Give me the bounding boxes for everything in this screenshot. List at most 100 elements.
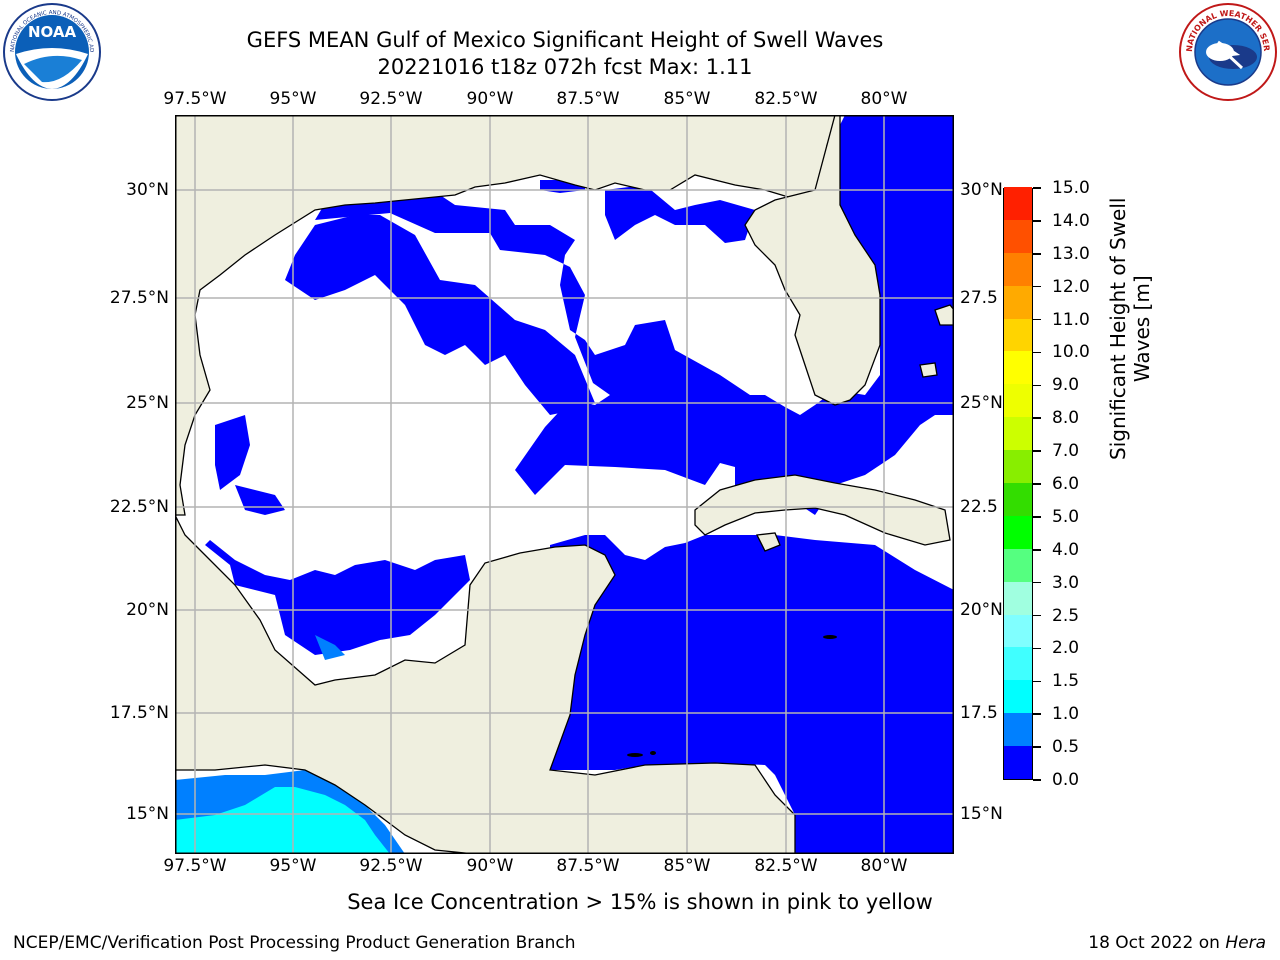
colorbar-tick [1033, 187, 1041, 189]
lon-label-top: 90°W [466, 89, 514, 109]
lat-label-left: 22.5°N [109, 497, 169, 517]
lon-label-bottom: 87.5°W [556, 856, 620, 876]
colorbar-tick-label: 0.5 [1052, 737, 1080, 758]
lon-label-bottom: 85°W [663, 856, 711, 876]
colorbar-tick [1033, 450, 1041, 452]
colorbar-segment [1004, 219, 1032, 253]
lat-label-right: 30°N [960, 180, 1003, 200]
lon-label-top: 87.5°W [556, 89, 620, 109]
lon-label-top: 92.5°W [359, 89, 423, 109]
swell-field-0-0.5m [205, 115, 954, 854]
land [175, 115, 954, 854]
colorbar-tick-label: 12.0 [1052, 276, 1090, 297]
colorbar-segment [1004, 548, 1032, 582]
colorbar-segment [1004, 679, 1032, 714]
colorbar-tick [1033, 647, 1041, 650]
map-subtitle: 20221016 t18z 072h fcst Max: 1.11 [377, 55, 753, 79]
footer-host: Hera [1225, 933, 1266, 953]
colorbar-tick [1033, 318, 1041, 321]
sea-ice-footnote: Sea Ice Concentration > 15% is shown in … [347, 890, 933, 914]
lat-label-left: 20°N [126, 600, 169, 620]
lat-label-right: 27.5 [960, 288, 998, 308]
colorbar-tick-label: 2.5 [1052, 605, 1080, 626]
colorbar-tick [1033, 614, 1041, 617]
colorbar-segment [1004, 318, 1032, 352]
lon-label-top: 85°W [663, 89, 711, 109]
colorbar-segment [1004, 383, 1032, 418]
lat-label-right: 22.5 [960, 497, 998, 517]
colorbar-tick [1033, 746, 1041, 748]
colorbar-tick-label: 1.5 [1052, 671, 1080, 692]
colorbar-tick-label: 6.0 [1052, 474, 1080, 494]
colorbar-segment [1004, 482, 1032, 516]
lat-label-right: 17.5 [960, 703, 998, 723]
colorbar [1003, 186, 1033, 780]
colorbar-segment [1004, 186, 1032, 220]
lon-label-bottom: 82.5°W [754, 856, 818, 876]
footer-date: 18 Oct 2022 on Hera [1088, 933, 1266, 953]
colorbar-segment [1004, 614, 1032, 648]
colorbar-segment [1004, 745, 1032, 779]
nws-logo: NATIONAL WEATHER SERVICE [1178, 2, 1277, 101]
lon-label-bottom: 95°W [269, 856, 317, 876]
colorbar-segment [1004, 712, 1032, 747]
colorbar-tick [1033, 779, 1041, 781]
lat-label-left: 25°N [126, 393, 169, 413]
colorbar-tick [1033, 351, 1041, 354]
colorbar-tick-label: 9.0 [1052, 375, 1080, 396]
colorbar-segment [1004, 581, 1032, 615]
colorbar-tick [1033, 581, 1041, 584]
colorbar-tick-label: 1.0 [1052, 704, 1080, 725]
colorbar-label: Significant Height of Swell Waves [m] [1106, 197, 1154, 460]
colorbar-segment [1004, 646, 1032, 681]
lon-label-bottom: 90°W [466, 856, 514, 876]
colorbar-tick [1033, 483, 1041, 485]
colorbar-tick [1033, 285, 1041, 288]
lon-label-bottom: 92.5°W [359, 856, 423, 876]
colorbar-segment [1004, 350, 1032, 385]
swell-height-map [175, 115, 954, 854]
colorbar-segment [1004, 449, 1032, 483]
colorbar-tick-label: 7.0 [1052, 441, 1080, 462]
colorbar-tick [1033, 680, 1041, 683]
colorbar-tick-label: 11.0 [1052, 309, 1090, 330]
lat-label-left: 17.5°N [109, 703, 169, 723]
colorbar-segment [1004, 515, 1032, 549]
lat-label-right: 15°N [960, 804, 1003, 824]
colorbar-tick-label: 15.0 [1052, 178, 1090, 198]
colorbar-tick [1033, 220, 1041, 222]
colorbar-tick-label: 3.0 [1052, 572, 1080, 593]
colorbar-tick-label: 14.0 [1052, 210, 1090, 231]
colorbar-tick-label: 2.0 [1052, 638, 1080, 659]
islands [627, 635, 837, 757]
noaa-logo: NOAA NATIONAL OCEANIC AND ATMOSPHERIC AD… [2, 2, 101, 101]
colorbar-tick-label: 10.0 [1052, 342, 1090, 363]
colorbar-tick-label: 0.0 [1052, 770, 1080, 790]
colorbar-segment [1004, 416, 1032, 451]
colorbar-tick-label: 5.0 [1052, 506, 1080, 527]
lon-label-bottom: 97.5°W [163, 856, 227, 876]
lon-label-top: 95°W [269, 89, 317, 109]
lat-label-right: 25°N [960, 393, 1003, 413]
footer-credit: NCEP/EMC/Verification Post Processing Pr… [13, 933, 576, 953]
lon-label-bottom: 80°W [860, 856, 908, 876]
map-title: GEFS MEAN Gulf of Mexico Significant Hei… [246, 28, 884, 52]
lat-label-left: 15°N [126, 804, 169, 824]
colorbar-segment [1004, 285, 1032, 319]
colorbar-tick [1033, 384, 1041, 387]
colorbar-tick-label: 13.0 [1052, 243, 1090, 264]
gridlines [175, 115, 954, 854]
lat-label-left: 30°N [126, 180, 169, 200]
lon-label-top: 82.5°W [754, 89, 818, 109]
colorbar-tick-label: 8.0 [1052, 408, 1080, 429]
colorbar-tick-label: 4.0 [1052, 539, 1080, 560]
colorbar-tick [1033, 549, 1041, 551]
colorbar-tick [1033, 713, 1041, 715]
lat-label-left: 27.5°N [109, 288, 169, 308]
lon-label-top: 80°W [860, 89, 908, 109]
colorbar-tick [1033, 417, 1041, 419]
colorbar-tick [1033, 516, 1041, 518]
colorbar-tick [1033, 253, 1041, 255]
svg-text:NOAA: NOAA [28, 23, 77, 41]
map-frame [175, 115, 954, 854]
